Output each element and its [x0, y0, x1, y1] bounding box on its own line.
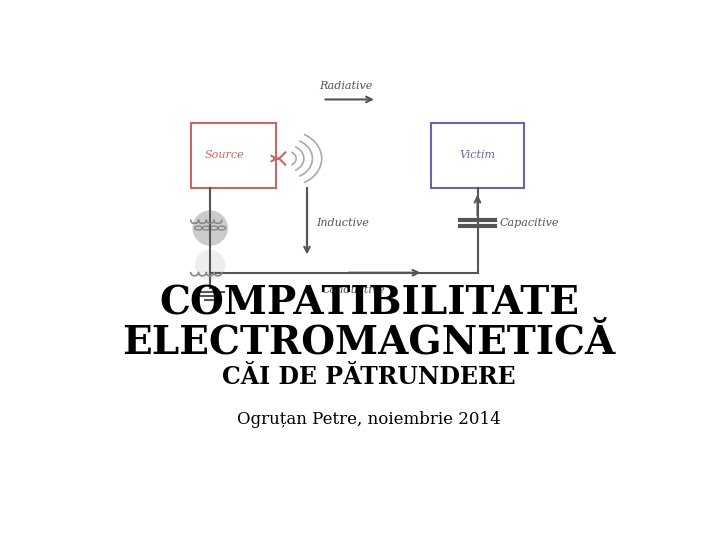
Text: CĂI DE PĂTRUNDERE: CĂI DE PĂTRUNDERE	[222, 364, 516, 389]
Text: Inductive: Inductive	[316, 218, 369, 228]
Text: ELECTROMAGNETICĂ: ELECTROMAGNETICĂ	[122, 323, 616, 361]
Text: Radiative: Radiative	[319, 82, 372, 91]
Circle shape	[196, 251, 225, 279]
Text: Ogruțan Petre, noiembrie 2014: Ogruțan Petre, noiembrie 2014	[237, 410, 501, 428]
Circle shape	[193, 211, 228, 245]
Bar	[431, 123, 524, 188]
Text: Victim: Victim	[459, 150, 495, 160]
Text: Conductive: Conductive	[322, 285, 385, 295]
Bar	[191, 123, 276, 188]
Text: COMPATIBILITATE: COMPATIBILITATE	[159, 285, 579, 322]
Text: Source: Source	[205, 150, 245, 160]
Text: Capacitive: Capacitive	[499, 218, 559, 228]
